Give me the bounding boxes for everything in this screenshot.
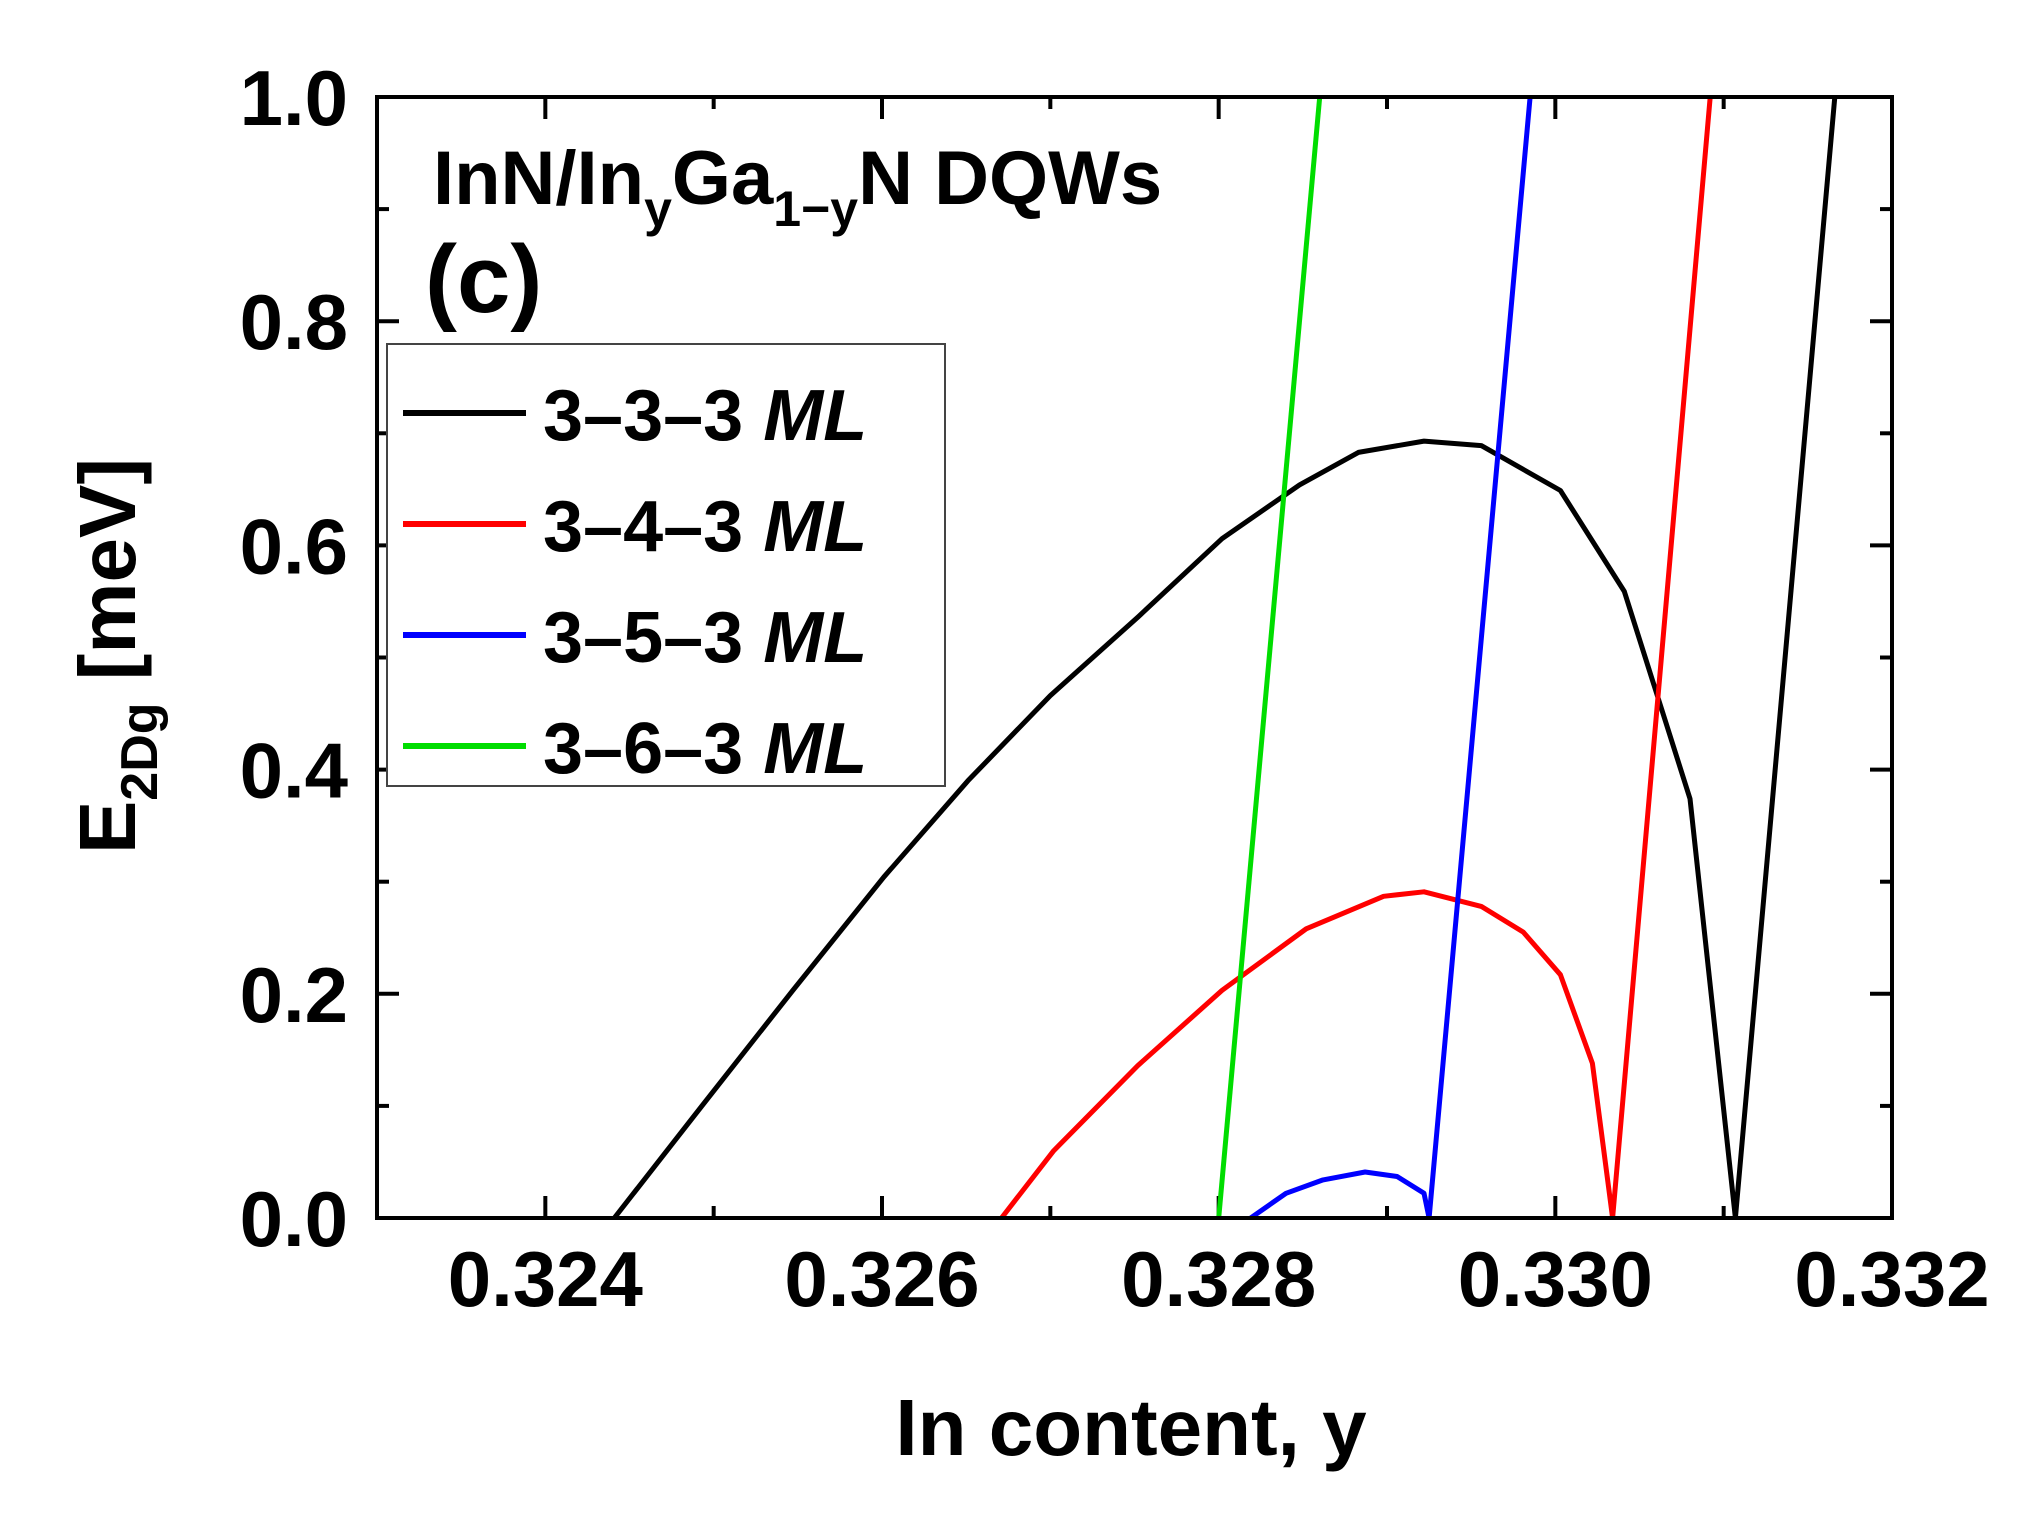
- panel-label: (c): [425, 226, 542, 333]
- plot-frame: [375, 95, 1894, 1220]
- y-label-unit: [meV]: [63, 458, 152, 703]
- series-line-3–3–3: [612, 97, 1838, 1218]
- title-subscript: 1−y: [773, 181, 858, 237]
- legend-label: 3–5–3 ML: [543, 598, 867, 678]
- x-tick-labels: 0.324 0.326 0.328 0.330 0.332: [448, 1235, 1990, 1323]
- legend-box: [386, 343, 946, 787]
- x-axis-label: In content, y: [895, 1383, 1367, 1472]
- y-label-main: E: [63, 801, 152, 854]
- y-tick-label: 0.2: [240, 951, 348, 1039]
- y-tick-label: 0.0: [240, 1175, 348, 1263]
- title-part: N DQWs: [858, 136, 1162, 221]
- y-tick-labels: 0.0 0.2 0.4 0.6 0.8 1.0: [240, 54, 348, 1263]
- series-line-3–5–3: [1249, 97, 1533, 1218]
- x-tick-label: 0.330: [1458, 1235, 1653, 1323]
- title-subscript: y: [644, 181, 672, 237]
- x-tick-label: 0.326: [784, 1235, 979, 1323]
- legend-label: 3–4–3 ML: [543, 487, 867, 567]
- x-tick-label: 0.324: [448, 1235, 643, 1323]
- series-line-3–6–3: [1216, 97, 1323, 1218]
- y-tick-label: 1.0: [240, 54, 348, 142]
- y-label-subscript: 2Dg: [111, 702, 169, 800]
- x-tick-label: 0.332: [1794, 1235, 1989, 1323]
- y-axis-label: E2Dg [meV]: [63, 458, 169, 854]
- legend: 3–3–3 ML 3–4–3 ML 3–5–3 ML 3–6–3 ML: [386, 343, 946, 789]
- legend-label: 3–3–3 ML: [543, 376, 867, 456]
- x-tick-label: 0.328: [1121, 1235, 1316, 1323]
- legend-label: 3–6–3 ML: [543, 709, 867, 789]
- title-part: Ga: [672, 136, 774, 221]
- series-line-3–4–3: [999, 97, 1713, 1218]
- chart-title: InN/InyGa1−yN DQWs: [433, 136, 1162, 237]
- title-part: InN/In: [433, 136, 644, 221]
- series-lines: [612, 97, 1838, 1218]
- y-tick-label: 0.6: [240, 502, 348, 590]
- y-tick-label: 0.4: [240, 727, 348, 815]
- y-tick-label: 0.8: [240, 278, 348, 366]
